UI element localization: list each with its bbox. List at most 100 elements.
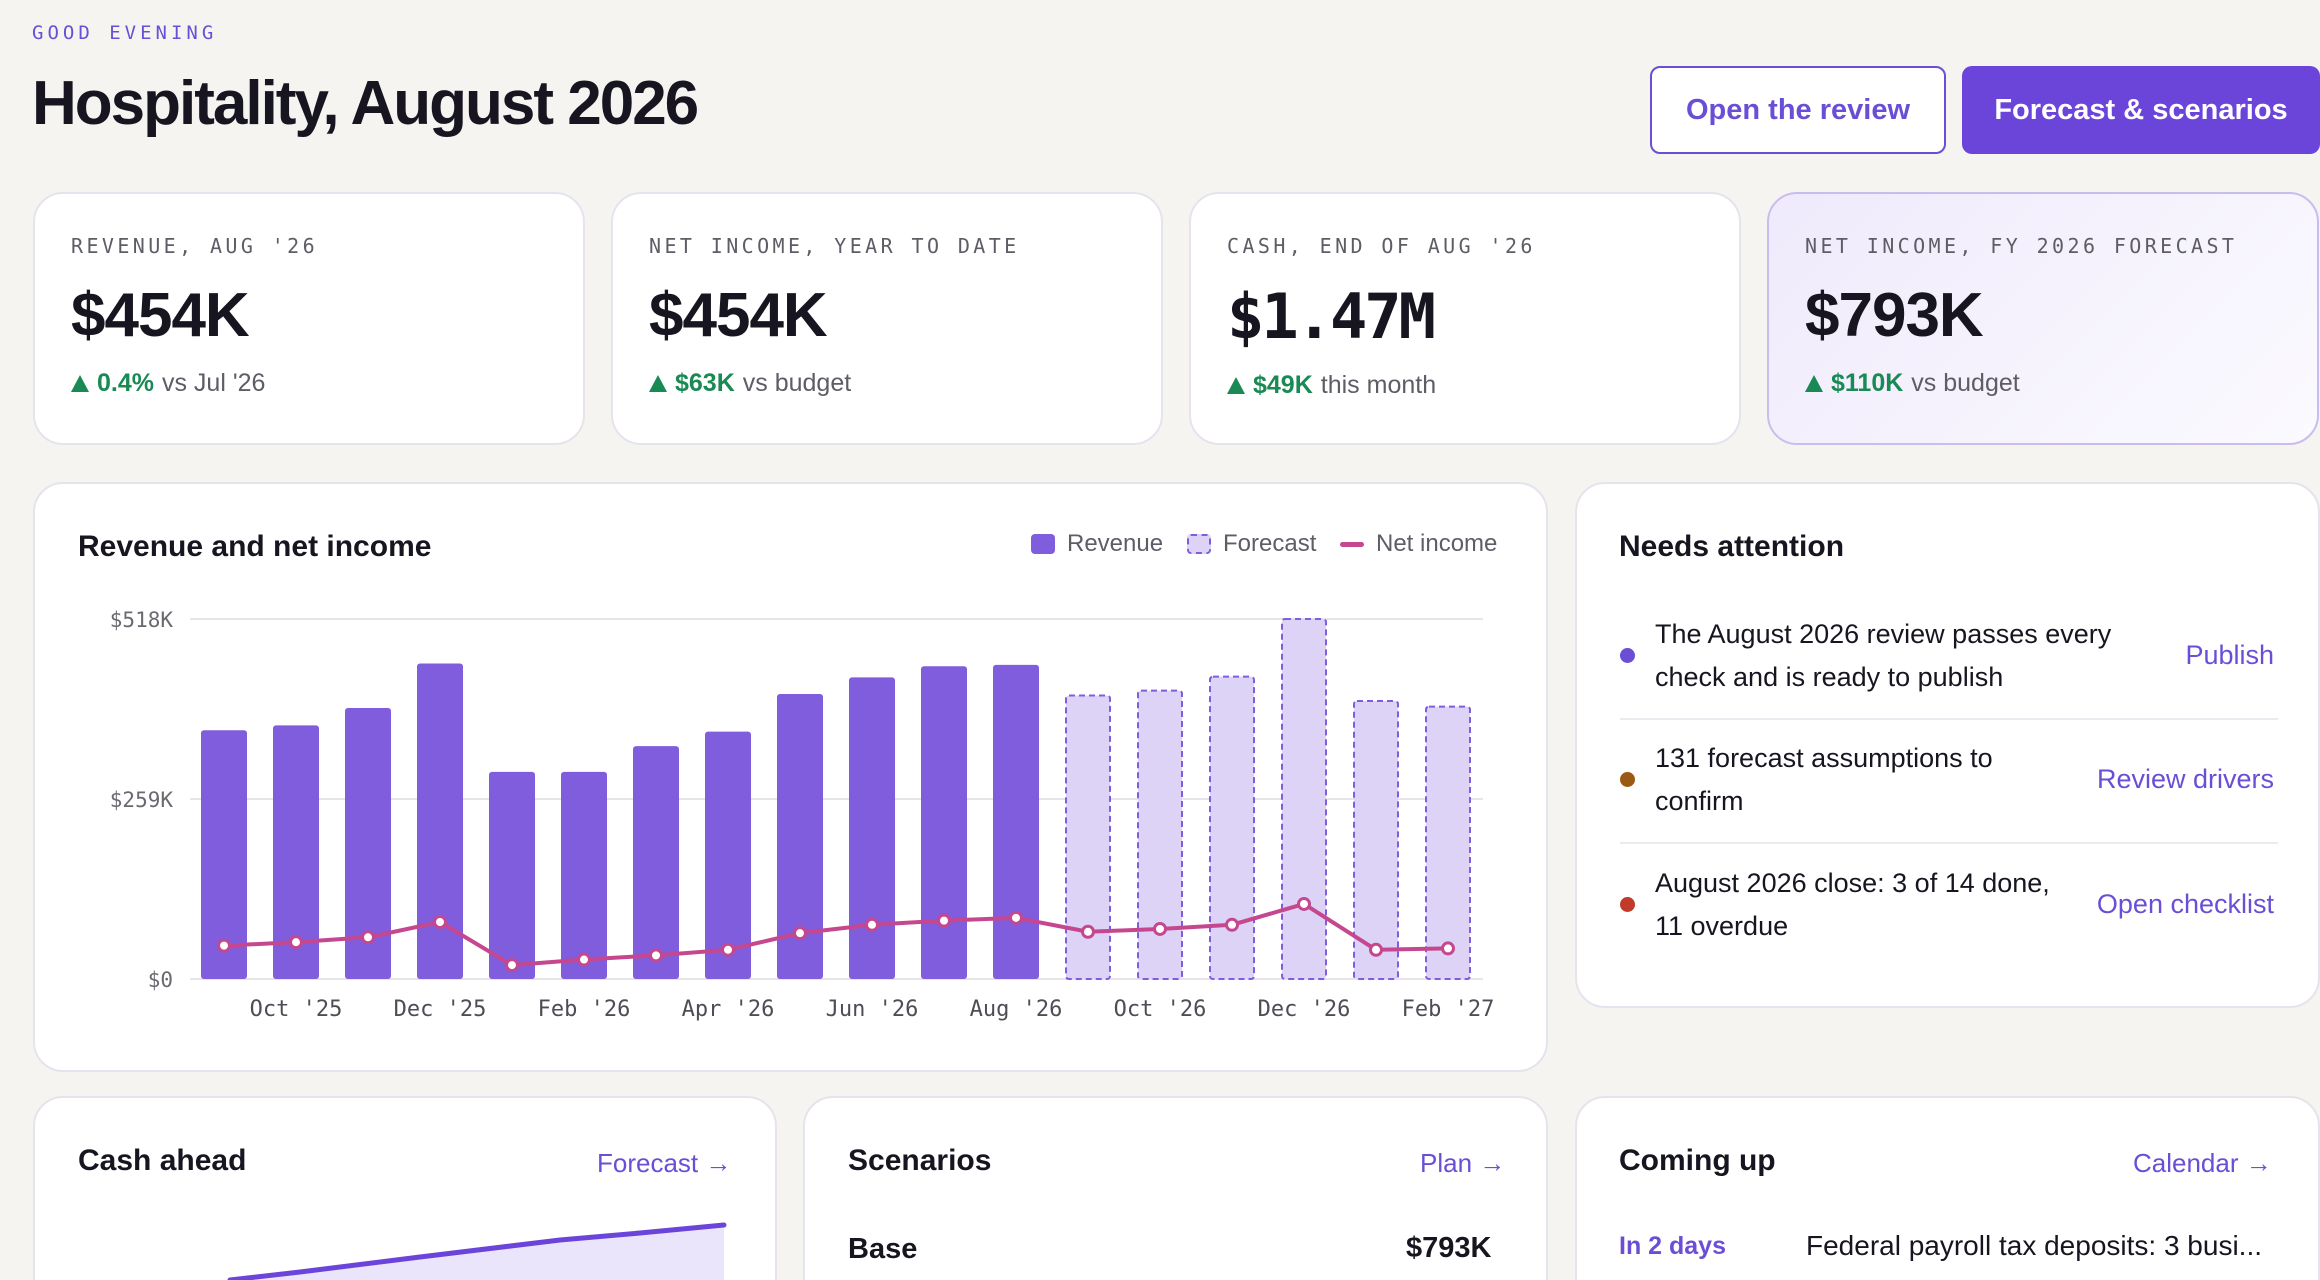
- x-tick-label: Feb '26: [538, 997, 631, 1022]
- kpi-delta-amount: $110K: [1831, 369, 1904, 397]
- attention-panel: [1575, 482, 2320, 1008]
- kpi-delta-amount: 0.4%: [97, 369, 154, 397]
- forecast-swatch: [1187, 534, 1211, 554]
- attention-item-text: The August 2026 review passes every chec…: [1655, 619, 2112, 692]
- greeting: GOOD EVENING: [32, 22, 218, 44]
- forecast-bar: [1065, 694, 1111, 980]
- revenue-bar: [489, 771, 535, 979]
- revenue-chart-title: Revenue and net income: [78, 530, 432, 563]
- legend-label: Net income: [1376, 530, 1498, 557]
- event-title[interactable]: Federal payroll tax deposits: 3 busi...: [1806, 1230, 2263, 1261]
- kpi-delta: $110K vs budget: [1805, 369, 2281, 398]
- revenue-bar: [201, 730, 247, 979]
- legend-net-income: Net income: [1340, 530, 1497, 558]
- x-tick-label: Oct '26: [1114, 997, 1207, 1022]
- status-dot: [1620, 648, 1635, 663]
- net-income-point: [433, 915, 447, 930]
- cash-ahead-title: Cash ahead: [78, 1144, 247, 1177]
- forecast-bar: [1209, 675, 1255, 980]
- divider: [1620, 718, 2278, 720]
- y-tick-label: $259K: [110, 788, 174, 812]
- kpi-card-revenue[interactable]: REVENUE, AUG '26 $454K 0.4% vs Jul '26: [33, 192, 585, 445]
- review-drivers-link[interactable]: Review drivers: [2096, 764, 2274, 794]
- kpi-delta: $63K vs budget: [649, 369, 1125, 398]
- net-income-point: [505, 958, 519, 973]
- kpi-value: $454K: [71, 281, 250, 350]
- revenue-swatch: [1031, 534, 1055, 554]
- net-income-point: [1369, 942, 1383, 957]
- status-dot: [1620, 897, 1635, 912]
- revenue-bar: [993, 664, 1039, 979]
- net-income-point: [1297, 896, 1311, 911]
- revenue-bar: [273, 725, 319, 979]
- kpi-label: NET INCOME, FY 2026 FORECAST: [1805, 234, 2238, 258]
- kpi-delta-text: vs budget: [742, 369, 852, 397]
- legend-revenue: Revenue: [1031, 530, 1163, 558]
- kpi-card-cash[interactable]: CASH, END OF AUG '26 $1.47M $49K this mo…: [1189, 192, 1741, 445]
- net-income-point: [361, 930, 375, 945]
- kpi-value: $454K: [649, 281, 828, 350]
- net-income-point: [1225, 917, 1239, 932]
- scenario-base-label: Base: [848, 1233, 918, 1265]
- up-arrow-icon: [649, 375, 667, 392]
- plan-link[interactable]: Plan →: [1420, 1148, 1506, 1178]
- divider: [1620, 842, 2278, 844]
- up-arrow-icon: [1805, 375, 1823, 392]
- net-income-point: [217, 938, 231, 953]
- revenue-bar: [777, 694, 823, 979]
- attention-item-text: August 2026 close: 3 of 14 done, 11 over…: [1655, 868, 2050, 941]
- net-income-line: [223, 901, 1449, 968]
- revenue-bar: [849, 677, 895, 979]
- net-income-swatch: [1340, 541, 1364, 547]
- net-income-point: [793, 926, 807, 941]
- kpi-label: NET INCOME, YEAR TO DATE: [649, 234, 1020, 258]
- kpi-card-net-income-ytd[interactable]: NET INCOME, YEAR TO DATE $454K $63K vs b…: [611, 192, 1163, 445]
- net-income-point: [649, 948, 663, 963]
- open-review-button[interactable]: Open the review: [1650, 66, 1946, 154]
- attention-item-text: 131 forecast assumptions to confirm: [1655, 743, 1993, 816]
- kpi-delta: 0.4% vs Jul '26: [71, 369, 547, 398]
- kpi-value: $1.47M: [1227, 280, 1436, 353]
- kpi-delta-text: vs budget: [1911, 369, 2020, 397]
- x-tick-label: Jun '26: [826, 997, 919, 1022]
- forecast-scenarios-button[interactable]: Forecast & scenarios: [1962, 66, 2320, 154]
- page-title: Hospitality, August 2026: [32, 69, 699, 138]
- calendar-link[interactable]: Calendar →: [2133, 1148, 2272, 1178]
- kpi-delta-text: this month: [1320, 371, 1437, 399]
- status-dot: [1620, 772, 1635, 787]
- net-income-point: [289, 935, 303, 950]
- publish-link[interactable]: Publish: [2185, 640, 2274, 670]
- revenue-bar: [417, 663, 463, 979]
- legend-label: Revenue: [1067, 530, 1164, 557]
- forecast-bar: [1425, 705, 1471, 980]
- kpi-label: CASH, END OF AUG '26: [1227, 234, 1536, 258]
- legend-forecast: Forecast: [1187, 530, 1316, 558]
- coming-up-title: Coming up: [1619, 1144, 1776, 1177]
- revenue-bar: [345, 707, 391, 979]
- x-tick-label: Apr '26: [682, 997, 775, 1022]
- kpi-card-fy-forecast[interactable]: NET INCOME, FY 2026 FORECAST $793K $110K…: [1767, 192, 2319, 445]
- scenarios-panel: [803, 1096, 1548, 1280]
- x-tick-label: Oct '25: [250, 997, 343, 1022]
- forecast-bar: [1281, 618, 1327, 980]
- x-tick-label: Feb '27: [1402, 997, 1495, 1022]
- scenarios-title: Scenarios: [848, 1144, 992, 1177]
- kpi-delta: $49K this month: [1227, 371, 1703, 400]
- kpi-delta-amount: $63K: [675, 369, 735, 397]
- open-checklist-link[interactable]: Open checklist: [2096, 889, 2274, 919]
- net-income-point: [577, 952, 591, 967]
- net-income-point: [1009, 910, 1023, 925]
- x-tick-label: Aug '26: [970, 997, 1063, 1022]
- revenue-bar: [633, 746, 679, 979]
- net-income-point: [1441, 941, 1455, 956]
- kpi-delta-text: vs Jul '26: [161, 369, 266, 397]
- forecast-link[interactable]: Forecast →: [597, 1148, 732, 1178]
- scenario-base-value: $793K: [1406, 1232, 1492, 1264]
- kpi-delta-amount: $49K: [1253, 371, 1313, 399]
- net-income-point: [865, 917, 879, 932]
- net-income-point: [1153, 921, 1167, 936]
- kpi-value: $793K: [1805, 281, 1984, 350]
- up-arrow-icon: [71, 375, 89, 392]
